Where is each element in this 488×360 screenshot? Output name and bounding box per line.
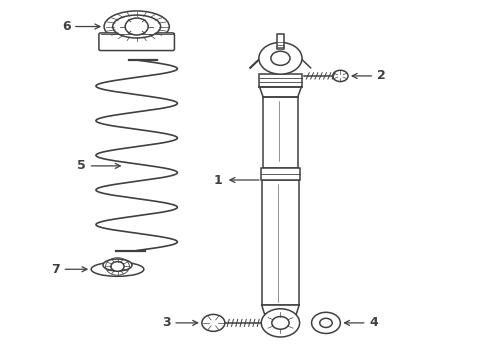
Circle shape — [202, 314, 224, 331]
Circle shape — [270, 51, 289, 66]
Bar — [276, 33, 284, 49]
Circle shape — [271, 316, 288, 329]
Text: 3: 3 — [162, 316, 170, 329]
Polygon shape — [259, 86, 301, 97]
Text: 7: 7 — [51, 263, 60, 276]
Text: 6: 6 — [62, 20, 70, 33]
Text: 5: 5 — [77, 159, 86, 172]
Circle shape — [258, 42, 302, 74]
Bar — [259, 74, 301, 86]
Circle shape — [125, 18, 148, 35]
Circle shape — [332, 70, 347, 82]
Ellipse shape — [91, 262, 143, 276]
Bar — [263, 97, 297, 168]
Circle shape — [261, 309, 299, 337]
Text: 1: 1 — [213, 174, 222, 186]
Polygon shape — [261, 305, 299, 316]
Bar — [261, 180, 299, 305]
Ellipse shape — [112, 15, 161, 38]
Text: 4: 4 — [368, 316, 377, 329]
Text: 2: 2 — [376, 69, 385, 82]
Bar — [260, 168, 300, 180]
FancyBboxPatch shape — [99, 33, 174, 50]
Circle shape — [111, 262, 124, 271]
Ellipse shape — [103, 259, 132, 271]
Circle shape — [319, 318, 331, 328]
Circle shape — [311, 312, 340, 333]
Ellipse shape — [104, 11, 169, 42]
